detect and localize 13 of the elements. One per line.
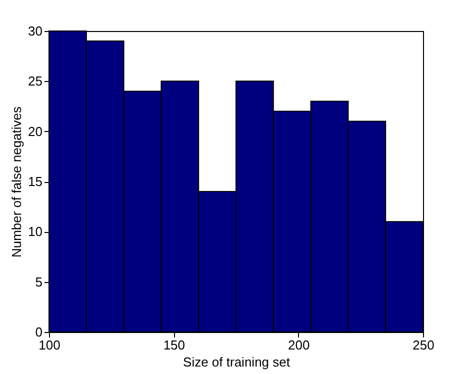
y-tick-label: 20 — [28, 124, 42, 139]
x-axis-title: Size of training set — [183, 354, 290, 370]
y-tick-label: 0 — [35, 324, 42, 340]
y-tick-label: 30 — [28, 24, 42, 38]
y-tick-label: 15 — [28, 174, 42, 189]
y-tick-label: 25 — [28, 74, 42, 89]
x-tick-label: 250 — [412, 338, 434, 352]
y-tick-label: 5 — [35, 274, 42, 290]
y-axis-title: Number of false negatives — [9, 106, 24, 258]
y-tick-label: 10 — [28, 224, 42, 240]
x-tick-label: 150 — [163, 338, 186, 352]
x-tick-label: 200 — [288, 338, 310, 352]
x-tick-label: 100 — [38, 338, 60, 352]
